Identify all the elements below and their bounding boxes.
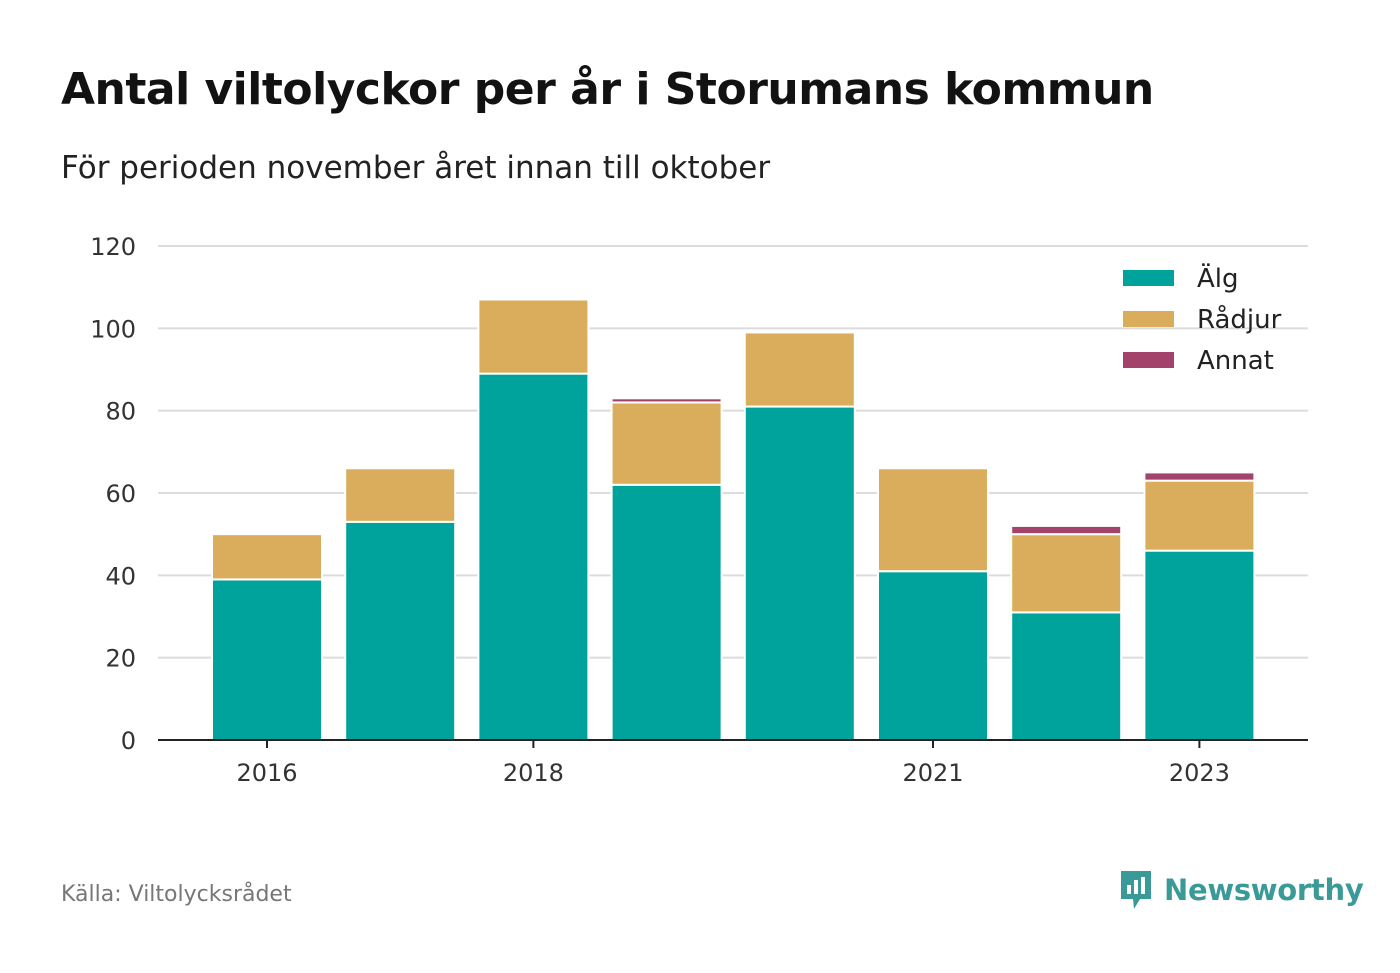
x-tick-label: 2018	[503, 759, 564, 787]
bar-segment	[1010, 524, 1123, 536]
bar-segment	[877, 570, 989, 742]
legend-label: Annat	[1197, 346, 1274, 376]
legend-label: Älg	[1197, 262, 1239, 294]
bar-segment	[344, 467, 457, 523]
bar-segment	[1143, 549, 1256, 742]
chart-title: Antal viltolyckor per år i Storumans kom…	[61, 64, 1154, 115]
source-note: Källa: Viltolycksrådet	[61, 882, 292, 907]
x-tick-label: 2016	[236, 759, 297, 787]
bar-segment	[877, 467, 989, 573]
bar-segment	[477, 372, 590, 741]
legend-swatch	[1123, 311, 1174, 327]
bar-segment	[1010, 611, 1123, 742]
bar-segment	[1143, 471, 1256, 482]
bar-segment	[610, 401, 723, 486]
y-tick-label: 80	[105, 398, 136, 426]
legend-swatch	[1123, 352, 1174, 368]
y-tick-label: 100	[90, 315, 136, 343]
y-tick-label: 0	[121, 727, 136, 755]
bar-segment	[743, 331, 856, 408]
bar-segment	[211, 533, 323, 581]
x-tick-label: 2023	[1169, 759, 1230, 787]
x-tick-label: 2021	[902, 759, 963, 787]
y-tick-label: 20	[105, 645, 136, 673]
newsworthy-logo-icon	[1121, 871, 1151, 909]
bar-segment	[477, 298, 590, 375]
y-tick-label: 120	[90, 233, 136, 261]
brand-logo: Newsworthy	[1118, 868, 1364, 912]
legend-swatch	[1123, 270, 1174, 286]
bar-segment	[211, 578, 323, 742]
chart-subtitle: För perioden november året innan till ok…	[61, 150, 771, 186]
bar-segment	[1143, 479, 1256, 552]
bar-segment	[610, 397, 723, 404]
brand-name: Newsworthy	[1164, 873, 1364, 907]
bar-segment	[743, 405, 856, 741]
y-tick-label: 40	[105, 562, 136, 590]
bar-segment	[344, 520, 457, 741]
bar-segment	[610, 483, 723, 741]
y-tick-label: 60	[105, 480, 136, 508]
bar-segment	[1010, 533, 1123, 614]
legend-label: Rådjur	[1197, 304, 1282, 335]
